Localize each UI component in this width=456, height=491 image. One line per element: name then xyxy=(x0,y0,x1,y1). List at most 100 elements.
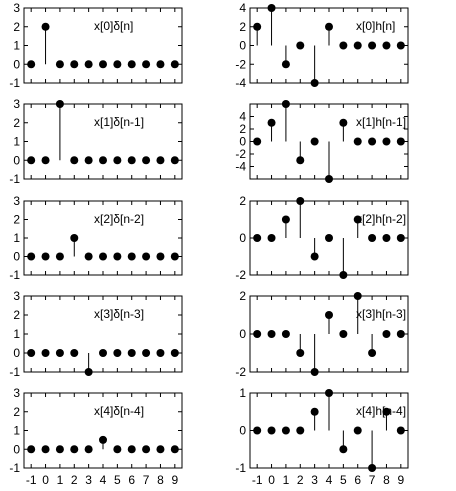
stem-marker xyxy=(325,175,333,183)
y-tick-label: 1 xyxy=(13,327,20,341)
stem-marker xyxy=(310,252,319,261)
stem-marker xyxy=(55,252,64,261)
x-tick-label: 5 xyxy=(340,473,347,487)
y-tick-label: -4 xyxy=(235,160,246,174)
stem-marker xyxy=(353,41,362,50)
stem-plot-3: -1 0 1 2 3 x[1]δ[n-1] xyxy=(9,97,183,186)
y-tick-label: -2 xyxy=(235,57,246,71)
stem-marker xyxy=(267,330,276,338)
stem-plot-8: -2 0 2 x[3]h[n-3] xyxy=(235,289,409,379)
stem-marker xyxy=(296,156,305,165)
stem-marker xyxy=(70,60,79,69)
y-tick-label: 0 xyxy=(239,231,246,245)
stem-marker xyxy=(267,234,276,242)
stem-marker xyxy=(156,252,165,261)
stem-marker xyxy=(99,60,107,69)
stem-marker xyxy=(339,330,348,338)
y-tick-label: 1 xyxy=(13,231,20,245)
y-tick-label: 0 xyxy=(239,424,246,438)
stem-marker xyxy=(382,234,391,242)
stem-marker xyxy=(84,445,93,454)
stem-marker xyxy=(325,234,333,242)
y-tick-label: 2 xyxy=(13,20,20,34)
y-tick-label: 0 xyxy=(239,39,246,53)
y-tick-label: -1 xyxy=(9,76,20,90)
x-tick-label: 9 xyxy=(171,473,178,487)
stem-marker xyxy=(339,41,348,50)
x-tick-label: 4 xyxy=(326,473,333,487)
stem-marker xyxy=(253,137,262,146)
stem-marker xyxy=(310,79,319,87)
stem-marker xyxy=(84,156,93,165)
stem-marker xyxy=(27,445,36,454)
stem-marker xyxy=(368,349,377,357)
y-tick-label: 3 xyxy=(13,194,20,208)
y-tick-label: 1 xyxy=(13,135,20,149)
stem-marker xyxy=(281,215,290,224)
x-tick-label: 1 xyxy=(283,473,290,487)
y-tick-label: -2 xyxy=(235,365,246,379)
x-tick-label: 2 xyxy=(71,473,78,487)
stem-marker xyxy=(142,252,151,261)
stem-marker xyxy=(325,389,333,397)
stem-marker xyxy=(27,252,36,261)
y-tick-label: 3 xyxy=(13,289,20,303)
y-tick-label: 2 xyxy=(239,122,246,136)
y-tick-label: -1 xyxy=(9,461,20,475)
stem-plot-1: -1 0 1 2 3 x[0]δ[n] xyxy=(9,1,183,90)
stem-marker xyxy=(396,137,405,146)
x-tick-label: 7 xyxy=(143,473,150,487)
stem-marker xyxy=(170,349,179,357)
stem-marker xyxy=(253,426,262,435)
stem-marker xyxy=(267,426,276,435)
stem-marker xyxy=(396,41,405,50)
x-tick-label: 0 xyxy=(42,473,49,487)
stem-marker xyxy=(353,137,362,146)
y-tick-label: 1 xyxy=(239,386,246,400)
stem-marker xyxy=(296,41,305,50)
stem-marker xyxy=(41,349,50,357)
stem-marker xyxy=(170,252,179,261)
plot-annotation: x[2]h[n-2] xyxy=(356,212,406,226)
stem-marker xyxy=(70,234,79,242)
stem-marker xyxy=(142,60,151,69)
stem-marker xyxy=(325,311,333,319)
stem-plot-5: -1 0 1 2 3 x[2]δ[n-2] xyxy=(9,194,183,282)
y-tick-label: 0 xyxy=(13,346,20,360)
plot-annotation: x[4]δ[n-4] xyxy=(94,404,144,418)
stem-marker xyxy=(70,156,79,165)
x-tick-label: 6 xyxy=(128,473,135,487)
y-tick-label: -2 xyxy=(235,147,246,161)
y-tick-label: 0 xyxy=(239,135,246,149)
plot-annotation: x[0]δ[n] xyxy=(94,19,133,33)
stem-marker xyxy=(27,60,36,69)
plot-annotation: x[1]h[n-1] xyxy=(356,115,406,129)
stem-marker xyxy=(41,252,50,261)
plot-annotation: x[0]h[n] xyxy=(356,19,395,33)
stem-marker xyxy=(353,426,362,435)
stem-marker xyxy=(70,349,79,357)
stem-marker xyxy=(281,100,290,108)
stem-marker xyxy=(127,445,136,454)
stem-marker xyxy=(127,349,136,357)
stem-marker xyxy=(353,215,362,224)
stem-marker xyxy=(396,330,405,338)
y-tick-label: 3 xyxy=(13,97,20,111)
stem-marker xyxy=(310,407,319,416)
stem-marker xyxy=(41,445,50,454)
stem-marker xyxy=(170,60,179,69)
plot-annotation: x[1]δ[n-1] xyxy=(94,115,144,129)
stem-marker xyxy=(127,60,136,69)
y-tick-label: 2 xyxy=(13,405,20,419)
stem-marker xyxy=(156,60,165,69)
stem-marker xyxy=(368,464,377,472)
stem-marker xyxy=(142,156,151,165)
stem-marker xyxy=(281,60,290,69)
y-tick-label: 0 xyxy=(13,153,20,167)
y-tick-label: 4 xyxy=(239,110,246,124)
y-tick-label: 4 xyxy=(239,1,246,15)
stem-marker xyxy=(84,252,93,261)
stem-marker xyxy=(70,445,79,454)
